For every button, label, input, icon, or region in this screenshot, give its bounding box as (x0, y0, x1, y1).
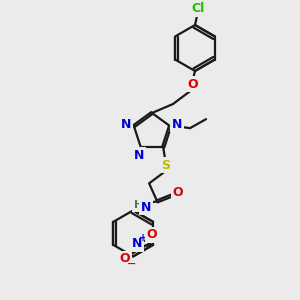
Text: N: N (141, 201, 152, 214)
Text: +: + (139, 233, 147, 243)
Text: N: N (121, 118, 131, 130)
Text: N: N (132, 237, 142, 250)
Text: S: S (161, 159, 170, 172)
Text: N: N (134, 149, 144, 162)
Text: H: H (134, 200, 143, 210)
Text: N: N (172, 118, 182, 130)
Text: O: O (147, 228, 158, 242)
Text: Cl: Cl (191, 2, 205, 16)
Text: −: − (126, 259, 136, 269)
Text: O: O (188, 77, 198, 91)
Text: O: O (173, 186, 184, 199)
Text: O: O (120, 252, 130, 266)
